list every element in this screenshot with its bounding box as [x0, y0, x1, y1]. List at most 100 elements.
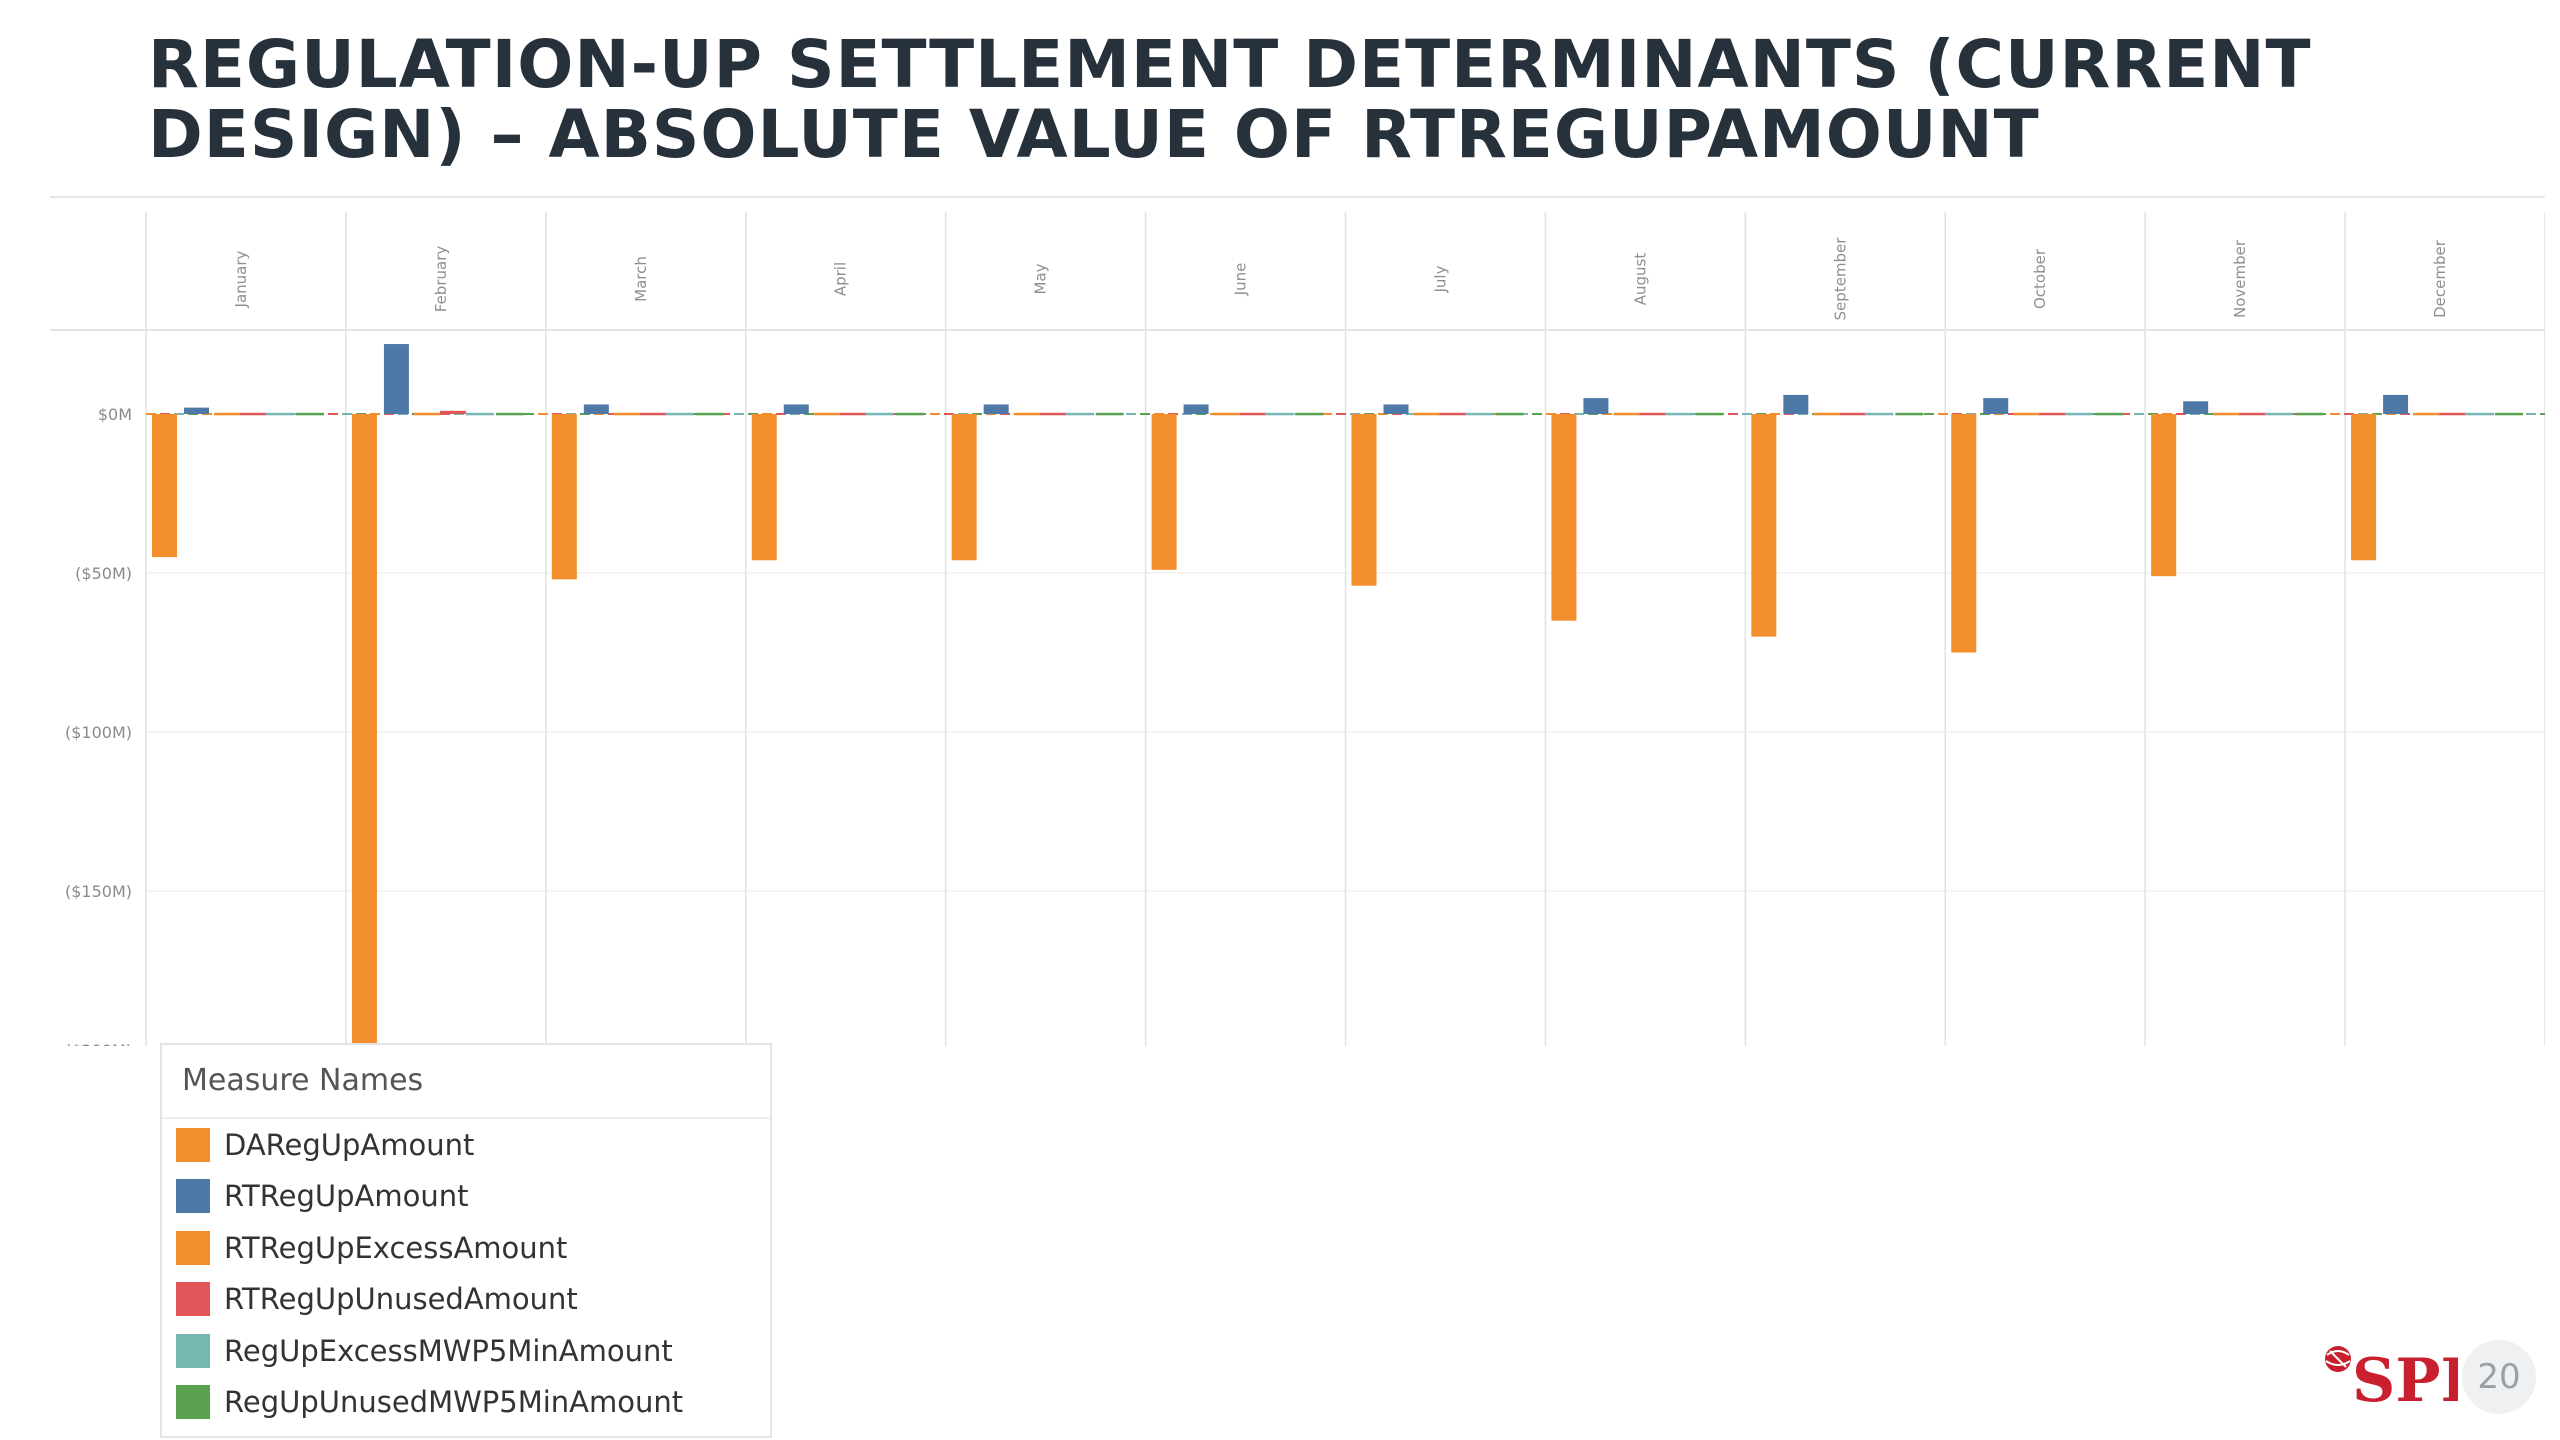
legend-item[interactable]: RegUpUnusedMWP5MinAmount — [162, 1377, 770, 1429]
bar — [1839, 412, 1866, 416]
legend-swatch — [176, 1333, 210, 1368]
bar — [1039, 412, 1066, 416]
bar — [2383, 394, 2409, 414]
bar — [495, 412, 524, 416]
bar — [639, 412, 666, 416]
bar — [1751, 414, 1777, 637]
logo-mark — [2325, 1346, 2351, 1372]
legend-label: RegUpExcessMWP5MinAmount — [224, 1333, 673, 1368]
bar — [240, 412, 266, 416]
axis-labels: $0M($50M)($100M)($150M)($200M)($250M)Jan… — [65, 237, 2449, 1046]
legend-swatch — [176, 1385, 210, 1420]
bar — [2465, 412, 2494, 416]
bar — [2065, 412, 2094, 416]
legend-label: RTRegUpExcessAmount — [224, 1230, 568, 1265]
bar — [1213, 412, 1240, 416]
bar — [583, 404, 609, 414]
bar — [1783, 394, 1809, 414]
bar — [1065, 412, 1094, 416]
bar — [1413, 412, 1440, 416]
bar — [2213, 412, 2240, 416]
y-tick-label: ($100M) — [65, 723, 132, 742]
bar — [351, 414, 377, 1046]
legend-swatch — [176, 1282, 210, 1317]
bar — [983, 404, 1009, 414]
bar — [1295, 412, 1324, 416]
bar — [1351, 414, 1377, 586]
bar — [951, 414, 977, 561]
bar — [2239, 412, 2266, 416]
bar — [1151, 414, 1177, 570]
legend: Measure Names DARegUpAmount RTRegUpAmoun… — [160, 1043, 772, 1438]
month-label: June — [1232, 263, 1250, 297]
bar — [1865, 412, 1894, 416]
bar — [2295, 412, 2324, 416]
bar — [613, 412, 640, 416]
bar — [2183, 401, 2209, 414]
y-tick-label: ($200M) — [65, 1041, 132, 1046]
bar — [751, 414, 777, 561]
bar — [383, 344, 409, 414]
month-label: December — [2431, 239, 2449, 318]
bar — [839, 412, 866, 416]
bars — [152, 344, 2524, 1046]
legend-item[interactable]: DARegUpAmount — [162, 1119, 770, 1171]
bar — [184, 407, 209, 414]
month-label: November — [2231, 239, 2249, 318]
bar-chart: $0M($50M)($100M)($150M)($200M)($250M)Jan… — [50, 212, 2545, 1046]
bar — [551, 414, 577, 580]
bar — [413, 412, 440, 416]
month-label: February — [432, 246, 450, 313]
legend-label: RTRegUpUnusedAmount — [224, 1282, 578, 1317]
bar — [214, 412, 240, 416]
legend-item[interactable]: RTRegUpAmount — [162, 1171, 770, 1223]
legend-item[interactable]: RTRegUpExcessAmount — [162, 1222, 770, 1274]
bar — [1983, 398, 2009, 414]
bar — [2151, 414, 2177, 577]
legend-label: RTRegUpAmount — [224, 1179, 469, 1214]
bar — [1613, 412, 1640, 416]
month-label: April — [832, 262, 850, 296]
legend-item[interactable]: RTRegUpUnusedAmount — [162, 1274, 770, 1326]
legend-swatch — [176, 1127, 210, 1162]
legend-swatch — [176, 1230, 210, 1265]
bar — [1465, 412, 1494, 416]
bar — [439, 410, 466, 414]
legend-item[interactable]: RegUpExcessMWP5MinAmount — [162, 1325, 770, 1377]
bar — [1239, 412, 1266, 416]
bar — [1951, 414, 1977, 653]
month-label: March — [632, 256, 650, 302]
bar — [2265, 412, 2294, 416]
bar — [266, 412, 294, 416]
bar — [1551, 414, 1577, 621]
bar — [1183, 404, 1209, 414]
bar — [1383, 404, 1409, 414]
month-label: September — [1831, 237, 1849, 321]
bar — [2013, 412, 2040, 416]
bar — [1583, 398, 1609, 414]
title-divider — [50, 196, 2545, 198]
bar — [813, 412, 840, 416]
bar — [695, 412, 724, 416]
spp-logo: SPP — [2325, 1346, 2458, 1413]
legend-title: Measure Names — [162, 1045, 770, 1119]
month-label: October — [2031, 248, 2049, 309]
gridlines — [50, 212, 2545, 1046]
bar — [152, 414, 177, 558]
legend-label: RegUpUnusedMWP5MinAmount — [224, 1385, 684, 1420]
bar — [465, 412, 494, 416]
bar — [1665, 412, 1694, 416]
bar — [2413, 412, 2440, 416]
bar — [1013, 412, 1040, 416]
slide-title: REGULATION-UP SETTLEMENT DETERMINANTS (C… — [148, 26, 2312, 173]
bar — [2095, 412, 2124, 416]
page-number: 20 — [2462, 1340, 2536, 1414]
legend-label: DARegUpAmount — [224, 1127, 475, 1162]
bar — [1639, 412, 1666, 416]
month-label: May — [1032, 263, 1050, 294]
bar — [1695, 412, 1724, 416]
bar — [1265, 412, 1294, 416]
month-label: August — [1631, 253, 1649, 306]
y-tick-label: ($50M) — [75, 564, 132, 583]
legend-swatch — [176, 1179, 210, 1214]
